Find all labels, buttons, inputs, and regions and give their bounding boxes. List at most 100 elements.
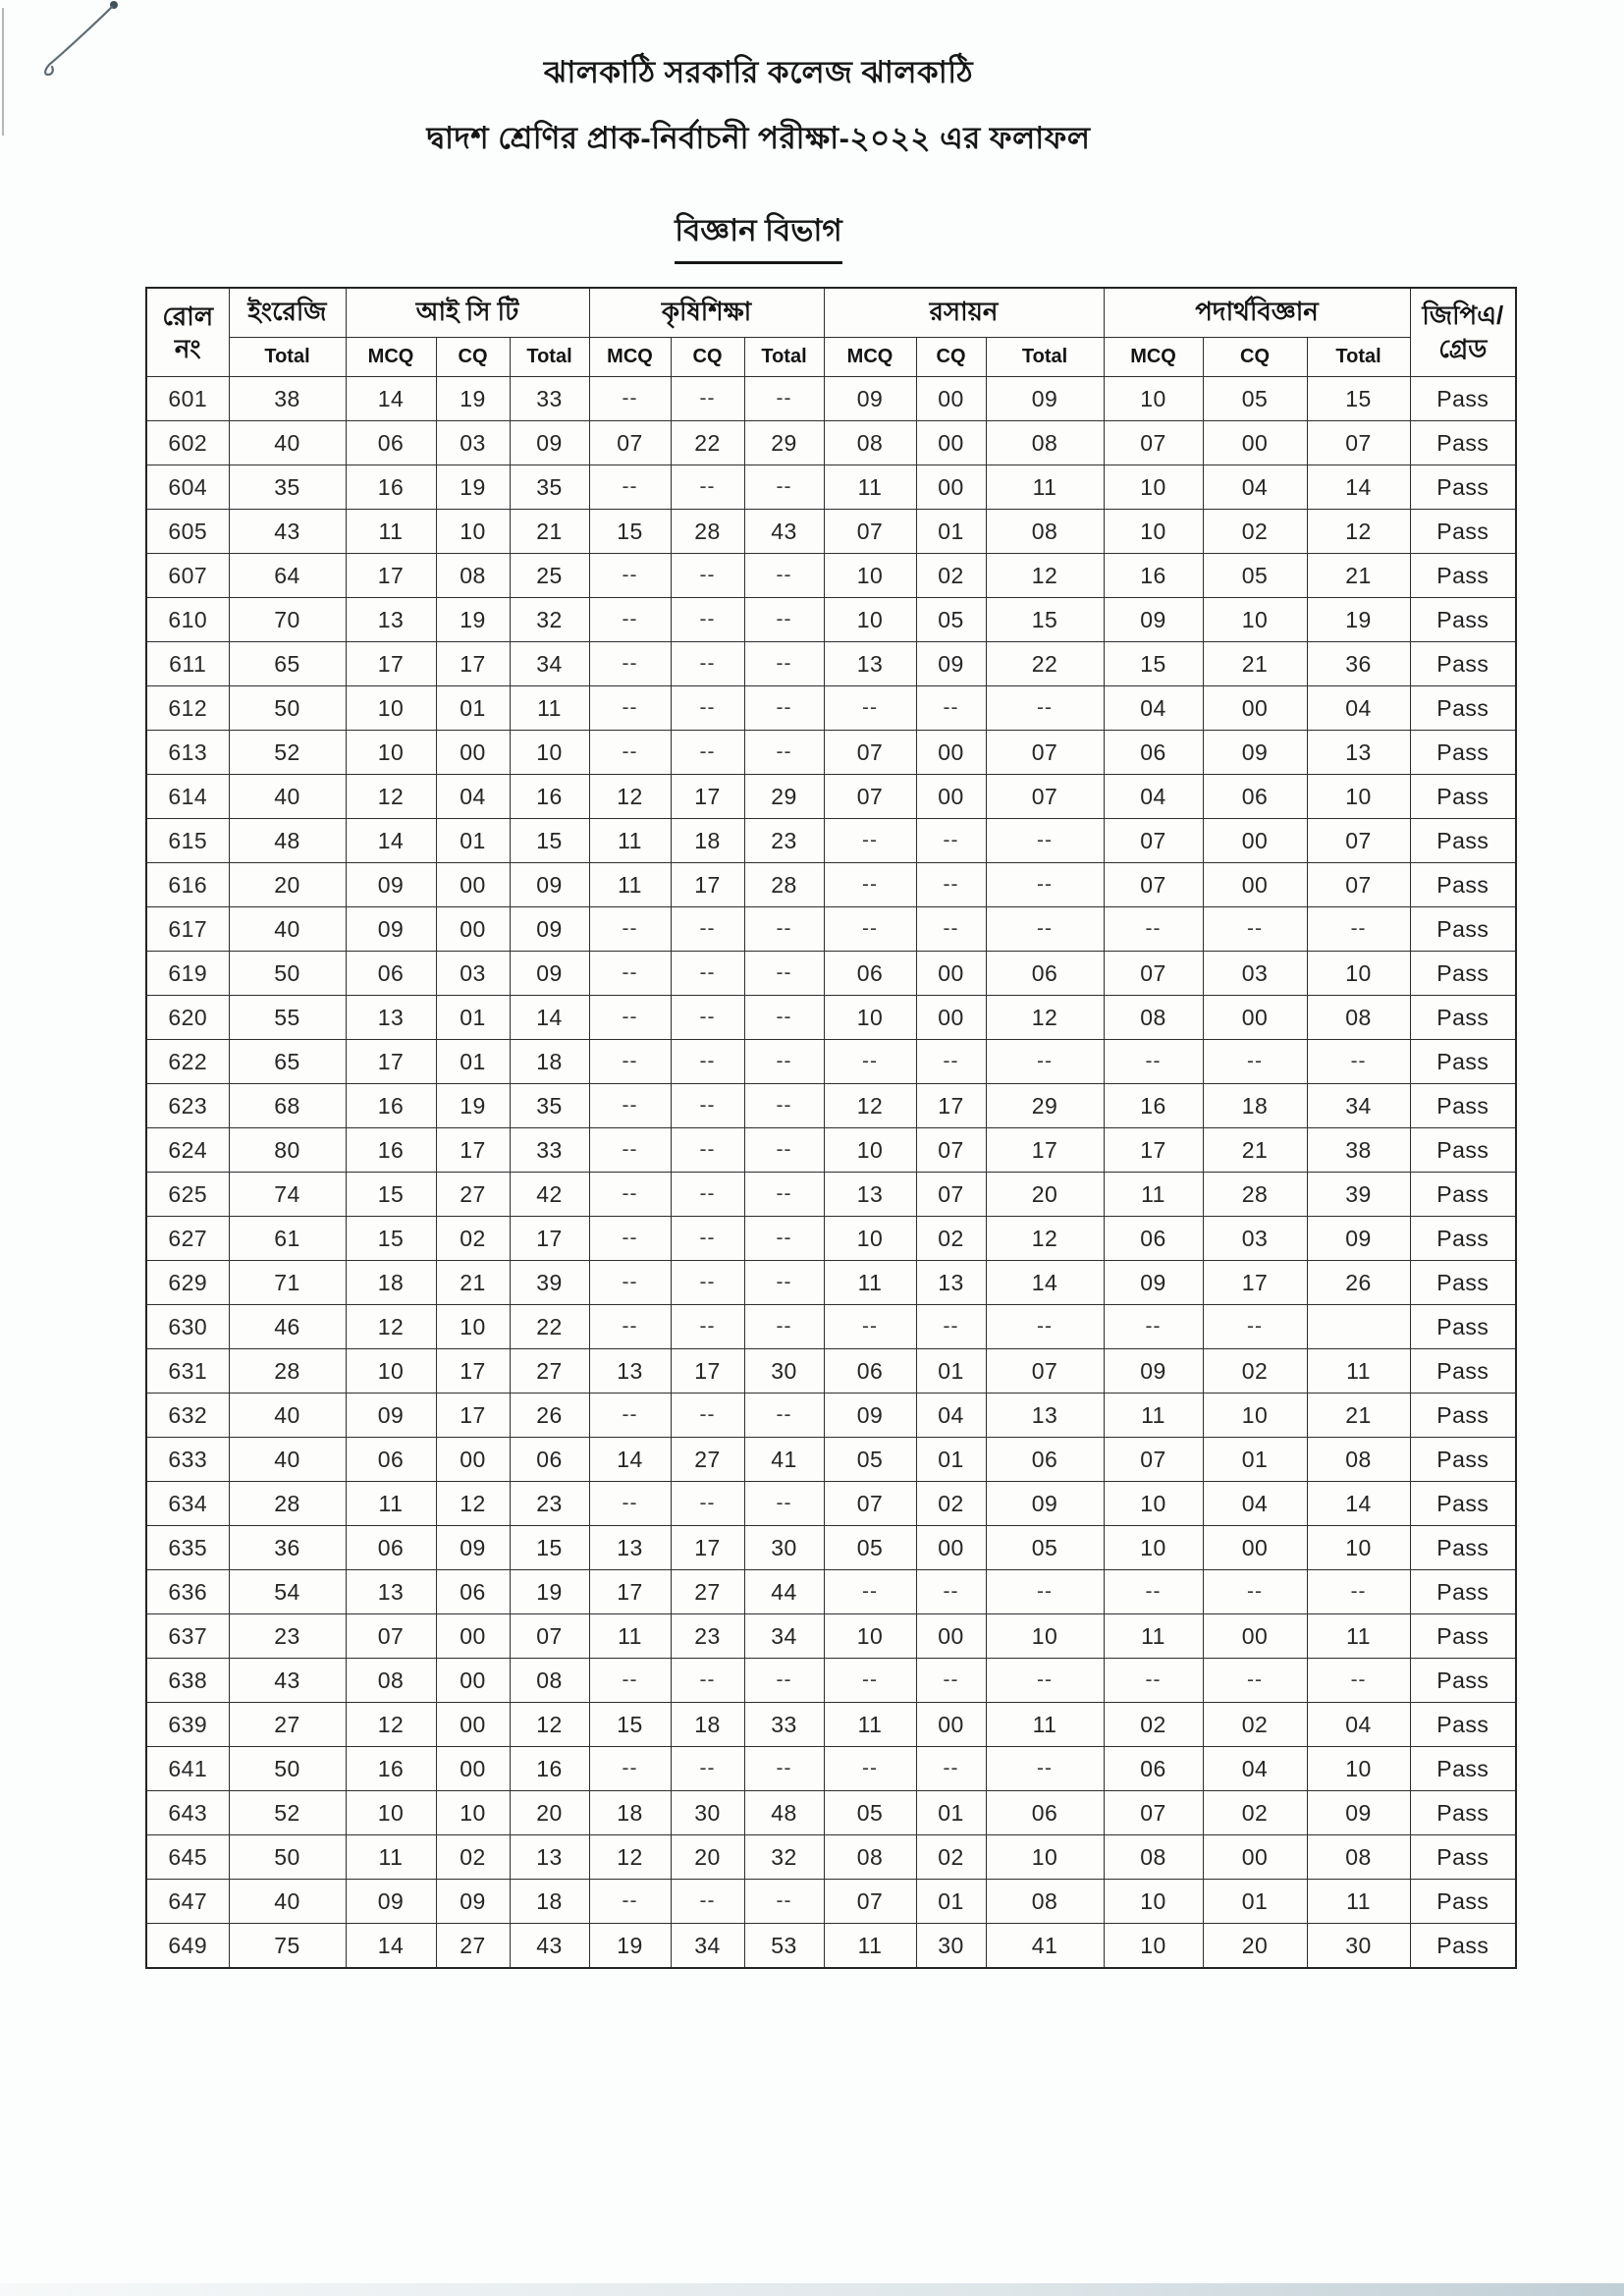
col-header-agri-cq: CQ (670, 337, 745, 377)
cell-agri_cq: 18 (670, 818, 745, 863)
cell-grade: Pass (1409, 1348, 1517, 1394)
cell-roll: 601 (145, 376, 230, 421)
cell-chem_mcq: 05 (823, 1437, 917, 1482)
cell-ict_cq: 10 (435, 1304, 511, 1349)
cell-agri_cq: 18 (670, 1702, 745, 1747)
cell-ict_mcq: 15 (345, 1172, 437, 1217)
cell-agri_cq: -- (670, 1039, 745, 1084)
cell-phy_cq: 17 (1202, 1260, 1308, 1305)
cell-chem_total: 06 (985, 951, 1105, 996)
cell-phy_cq: 04 (1202, 465, 1308, 510)
cell-ict_mcq: 14 (345, 1923, 437, 1969)
cell-chem_total: 10 (985, 1613, 1105, 1659)
col-header-physics: পদার্থবিজ্ঞান (1103, 287, 1411, 338)
cell-phy_cq: 05 (1202, 553, 1308, 598)
cell-chem_total: -- (985, 1569, 1105, 1614)
cell-agri_mcq: -- (588, 1879, 672, 1924)
cell-chem_cq: 07 (915, 1172, 987, 1217)
cell-agri_mcq: 11 (588, 862, 672, 907)
cell-ict_mcq: 12 (345, 1304, 437, 1349)
cell-agri_cq: 34 (670, 1923, 745, 1969)
cell-agri_total: -- (743, 951, 825, 996)
cell-phy_total: 07 (1306, 862, 1411, 907)
cell-phy_mcq: 09 (1103, 1260, 1204, 1305)
cell-phy_total: 08 (1306, 995, 1411, 1040)
cell-chem_cq: 00 (915, 774, 987, 819)
cell-english_total: 20 (228, 862, 347, 907)
table-row: 634 28 11 12 23 -- -- -- 07 02 09 10 04 14 Pass (145, 1481, 1517, 1526)
cell-phy_mcq: 11 (1103, 1613, 1204, 1659)
cell-chem_total: 12 (985, 553, 1105, 598)
cell-ict_mcq: 06 (345, 951, 437, 996)
cell-roll: 612 (145, 685, 230, 731)
cell-agri_mcq: 07 (588, 420, 672, 465)
cell-roll: 635 (145, 1525, 230, 1570)
cell-chem_mcq: 10 (823, 1127, 917, 1173)
cell-grade: Pass (1409, 420, 1517, 465)
cell-chem_cq: -- (915, 906, 987, 952)
cell-chem_total: -- (985, 1658, 1105, 1703)
cell-agri_mcq: -- (588, 1304, 672, 1349)
cell-chem_mcq: 09 (823, 376, 917, 421)
cell-agri_mcq: -- (588, 1260, 672, 1305)
cell-phy_cq: 21 (1202, 641, 1308, 686)
cell-chem_mcq: 07 (823, 774, 917, 819)
cell-ict_total: 26 (509, 1393, 590, 1438)
cell-phy_cq: 02 (1202, 1790, 1308, 1835)
cell-chem_cq: 01 (915, 1437, 987, 1482)
table-row: 623 68 16 19 35 -- -- -- 12 17 29 16 18 34 Pass (145, 1083, 1517, 1128)
cell-agri_cq: -- (670, 641, 745, 686)
col-header-phy-total: Total (1306, 337, 1411, 377)
cell-english_total: 65 (228, 1039, 347, 1084)
cell-ict_cq: 00 (435, 906, 511, 952)
cell-ict_mcq: 15 (345, 1216, 437, 1261)
cell-ict_total: 09 (509, 951, 590, 996)
cell-chem_total: 05 (985, 1525, 1105, 1570)
cell-ict_total: 18 (509, 1879, 590, 1924)
cell-chem_mcq: 12 (823, 1083, 917, 1128)
cell-ict_cq: 00 (435, 1658, 511, 1703)
cell-roll: 617 (145, 906, 230, 952)
cell-phy_mcq: -- (1103, 1569, 1204, 1614)
cell-agri_cq: 27 (670, 1569, 745, 1614)
cell-ict_mcq: 17 (345, 1039, 437, 1084)
cell-chem_mcq: 13 (823, 1172, 917, 1217)
cell-ict_mcq: 11 (345, 1834, 437, 1880)
table-row: 631 28 10 17 27 13 17 30 06 01 07 09 02 11 Pass (145, 1348, 1517, 1394)
cell-ict_cq: 12 (435, 1481, 511, 1526)
cell-ict_cq: 09 (435, 1525, 511, 1570)
cell-phy_total: 11 (1306, 1348, 1411, 1394)
table-row: 639 27 12 00 12 15 18 33 11 00 11 02 02 04 Pass (145, 1702, 1517, 1747)
cell-agri_total: 28 (743, 862, 825, 907)
cell-grade: Pass (1409, 1746, 1517, 1791)
cell-roll: 637 (145, 1613, 230, 1659)
cell-phy_total: 12 (1306, 509, 1411, 554)
cell-chem_total: 11 (985, 1702, 1105, 1747)
cell-roll: 613 (145, 730, 230, 775)
cell-english_total: 43 (228, 509, 347, 554)
cell-roll: 636 (145, 1569, 230, 1614)
cell-agri_cq: -- (670, 1304, 745, 1349)
cell-phy_total: 07 (1306, 818, 1411, 863)
table-row: 616 20 09 00 09 11 17 28 -- -- -- 07 00 07 Pass (145, 862, 1517, 907)
cell-english_total: 75 (228, 1923, 347, 1969)
cell-english_total: 48 (228, 818, 347, 863)
cell-phy_mcq: -- (1103, 1658, 1204, 1703)
cell-phy_mcq: 02 (1103, 1702, 1204, 1747)
cell-ict_total: 23 (509, 1481, 590, 1526)
cell-roll: 638 (145, 1658, 230, 1703)
table-row: 630 46 12 10 22 -- -- -- -- -- -- -- -- Pass (145, 1304, 1517, 1349)
results-table: রোল নং ইংরেজি আই সি টি কৃষিশিক্ষা রসায়ন… (145, 287, 1518, 1969)
col-header-chemistry: রসায়ন (823, 287, 1105, 338)
cell-agri_cq: -- (670, 376, 745, 421)
cell-ict_total: 16 (509, 774, 590, 819)
cell-chem_total: 07 (985, 730, 1105, 775)
cell-phy_mcq: 10 (1103, 1481, 1204, 1526)
cell-chem_mcq: -- (823, 1569, 917, 1614)
cell-chem_total: 08 (985, 420, 1105, 465)
cell-agri_cq: 17 (670, 862, 745, 907)
cell-phy_total: 10 (1306, 1525, 1411, 1570)
cell-phy_cq: -- (1202, 1304, 1308, 1349)
cell-grade: Pass (1409, 1127, 1517, 1173)
cell-ict_cq: 00 (435, 1437, 511, 1482)
